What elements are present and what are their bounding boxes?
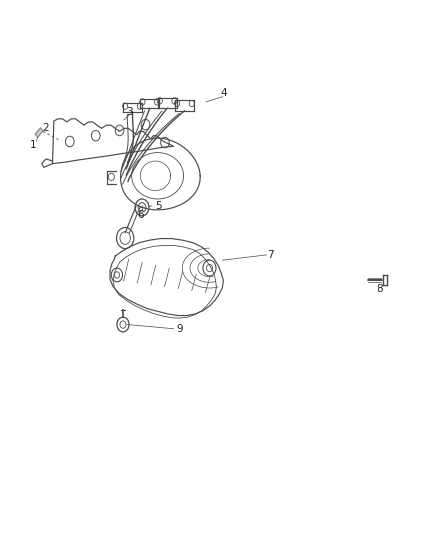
Text: 5: 5: [155, 201, 162, 211]
Text: 4: 4: [221, 88, 227, 99]
Text: 1: 1: [30, 140, 37, 150]
Text: 7: 7: [267, 250, 273, 260]
Text: 8: 8: [377, 284, 383, 294]
Text: 2: 2: [42, 123, 49, 133]
Text: 6: 6: [137, 210, 144, 220]
Polygon shape: [35, 128, 43, 137]
Text: 9: 9: [176, 324, 183, 334]
Text: 3: 3: [126, 107, 132, 117]
